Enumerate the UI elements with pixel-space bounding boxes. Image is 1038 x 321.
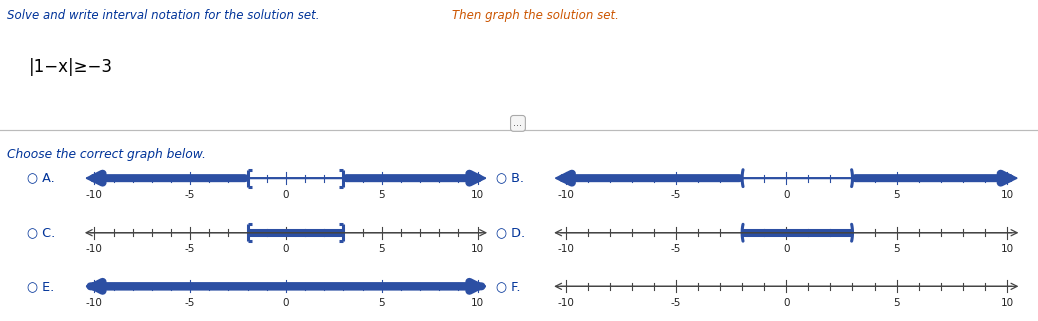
Text: -10: -10 [86, 298, 103, 308]
Text: 5: 5 [894, 298, 900, 308]
Text: 0: 0 [783, 298, 790, 308]
Text: 10: 10 [471, 298, 484, 308]
Text: ○ F.: ○ F. [496, 280, 521, 293]
Text: -10: -10 [557, 298, 574, 308]
Text: 0: 0 [282, 298, 290, 308]
Text: -5: -5 [185, 244, 195, 254]
Text: -10: -10 [557, 190, 574, 200]
Text: 10: 10 [1001, 244, 1013, 254]
Text: 5: 5 [379, 244, 385, 254]
Text: -5: -5 [671, 244, 681, 254]
Text: 10: 10 [1001, 190, 1013, 200]
Text: 10: 10 [471, 244, 484, 254]
Text: -10: -10 [86, 190, 103, 200]
Text: 5: 5 [379, 298, 385, 308]
Text: 0: 0 [282, 244, 290, 254]
Text: |1−x|≥−3: |1−x|≥−3 [29, 58, 113, 76]
Text: 5: 5 [894, 190, 900, 200]
Text: Choose the correct graph below.: Choose the correct graph below. [7, 148, 207, 160]
Text: ...: ... [514, 118, 522, 128]
Text: ○ B.: ○ B. [496, 172, 524, 185]
Text: -5: -5 [185, 298, 195, 308]
Text: Solve and write interval notation for the solution set.: Solve and write interval notation for th… [7, 9, 324, 22]
Text: ○ E.: ○ E. [27, 280, 54, 293]
Text: -5: -5 [671, 190, 681, 200]
Text: 10: 10 [1001, 298, 1013, 308]
Text: 0: 0 [783, 244, 790, 254]
Text: ○ D.: ○ D. [496, 226, 525, 239]
Text: 0: 0 [783, 190, 790, 200]
Text: 5: 5 [894, 244, 900, 254]
Text: ○ A.: ○ A. [27, 172, 55, 185]
Text: -5: -5 [671, 298, 681, 308]
Text: -5: -5 [185, 190, 195, 200]
Text: 10: 10 [471, 190, 484, 200]
Text: ○ C.: ○ C. [27, 226, 55, 239]
Text: Then graph the solution set.: Then graph the solution set. [452, 9, 619, 22]
Text: -10: -10 [86, 244, 103, 254]
Text: 5: 5 [379, 190, 385, 200]
Text: 0: 0 [282, 190, 290, 200]
Text: -10: -10 [557, 244, 574, 254]
